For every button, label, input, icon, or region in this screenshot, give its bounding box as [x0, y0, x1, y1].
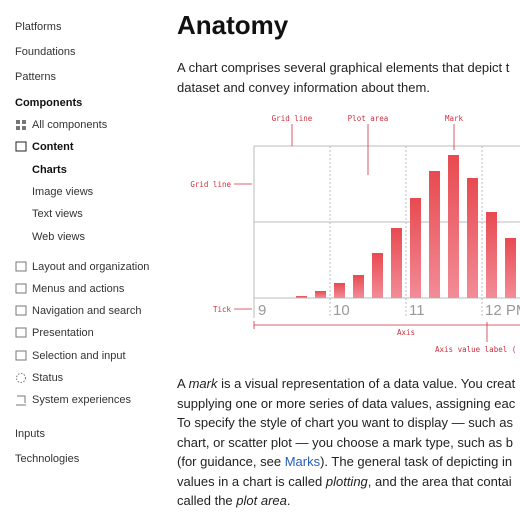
- nav-item[interactable]: Menus and actions: [32, 283, 125, 295]
- tick-label: 12 PM: [485, 302, 520, 319]
- tick-label: 10: [333, 302, 350, 319]
- nav-item[interactable]: Navigation and search: [32, 305, 142, 317]
- bars: [296, 155, 516, 298]
- nav-item[interactable]: Patterns: [15, 71, 56, 83]
- nav-item[interactable]: Layout and organization: [32, 261, 150, 273]
- text-run: values in a chart is called: [177, 473, 326, 489]
- callout: Tick: [213, 305, 232, 314]
- text-run: plotting: [325, 473, 368, 489]
- body-line: supplying one or more series of data val…: [177, 395, 515, 413]
- body-line: called the plot area.: [177, 492, 290, 510]
- body-line: To specify the style of chart you want t…: [177, 414, 513, 432]
- body-line: values in a chart is called plotting, an…: [177, 473, 512, 491]
- nav-section: Components: [15, 97, 83, 109]
- grid: [253, 145, 520, 318]
- nav-item[interactable]: Image views: [32, 186, 94, 198]
- callout: Plot area: [348, 114, 389, 123]
- text-run: To specify the style of chart you want t…: [177, 415, 513, 430]
- text-run: A: [177, 376, 189, 391]
- text-run: is a visual representation of a data val…: [217, 376, 516, 391]
- nav-item[interactable]: Technologies: [15, 453, 80, 465]
- nav-item[interactable]: Content: [32, 141, 74, 153]
- nav-item[interactable]: Text views: [32, 208, 83, 220]
- nav-item[interactable]: Status: [32, 372, 64, 384]
- nav-item[interactable]: System experiences: [32, 394, 132, 406]
- body-line: (for guidance, see Marks). The general t…: [177, 453, 512, 471]
- nav-item[interactable]: Presentation: [32, 327, 94, 339]
- link[interactable]: Marks: [284, 454, 321, 469]
- text-run: , and the area that contai: [367, 473, 512, 489]
- nav-item[interactable]: Charts: [32, 164, 67, 176]
- callout: Grid line: [190, 180, 231, 189]
- intro-line: dataset and convey information about the…: [177, 80, 430, 95]
- text-run: .: [286, 493, 291, 508]
- intro-line: A chart comprises several graphical elem…: [177, 60, 510, 75]
- text-run: called the: [177, 493, 237, 508]
- nav-item[interactable]: Selection and input: [32, 350, 126, 362]
- text-run: plot area: [236, 493, 287, 508]
- body-line: chart, or scatter plot — you choose a ma…: [177, 434, 513, 452]
- text-run: (for guidance, see: [177, 454, 285, 469]
- sidebar-icons: [15, 120, 27, 406]
- body-line: A mark is a visual representation of a d…: [177, 375, 515, 393]
- callout-lines: [234, 124, 520, 342]
- nav-item[interactable]: Web views: [32, 231, 85, 243]
- callout: Grid line: [272, 114, 313, 123]
- tick-label: 11: [409, 302, 425, 319]
- callout: Axis value label (: [435, 345, 516, 354]
- text-run: ). The general task of depicting in: [320, 454, 513, 469]
- nav-item[interactable]: Foundations: [15, 46, 76, 58]
- nav-item[interactable]: All components: [32, 119, 108, 131]
- page-title: Anatomy: [177, 10, 289, 40]
- text-run: mark: [188, 376, 218, 391]
- callout: Axis: [397, 328, 415, 337]
- callout: Mark: [445, 114, 464, 123]
- nav-item[interactable]: Inputs: [15, 428, 45, 440]
- text-run: chart, or scatter plot — you choose a ma…: [177, 434, 513, 450]
- tick-label: 9: [258, 302, 266, 319]
- nav-item[interactable]: Platforms: [15, 21, 62, 33]
- text-run: supplying one or more series of data val…: [177, 395, 516, 411]
